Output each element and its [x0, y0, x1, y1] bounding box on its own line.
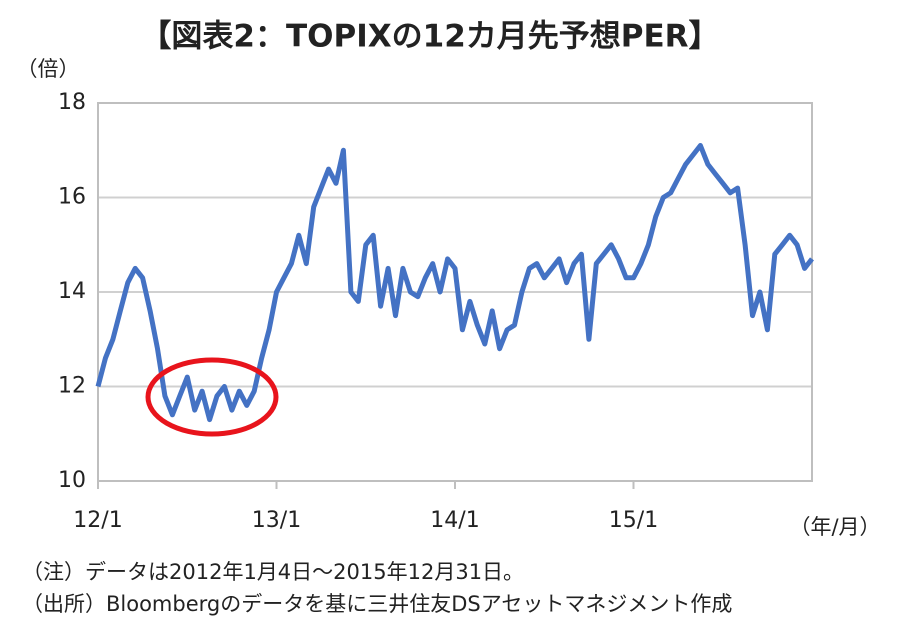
chart-title: 【図表2：TOPIXの12カ月先予想PER】 [140, 19, 719, 55]
x-tick-label: 15/1 [609, 508, 658, 533]
highlight-ellipse [145, 357, 279, 437]
y-tick-label: 16 [58, 185, 86, 210]
x-tick-label: 14/1 [430, 508, 479, 533]
y-tick-label: 12 [58, 374, 86, 399]
y-axis-label: （倍） [17, 57, 80, 81]
y-tick-label: 10 [58, 468, 86, 493]
y-tick-label: 14 [58, 279, 86, 304]
x-axis-label: （年/月） [789, 515, 880, 539]
note: （出所）Bloombergのデータを基に三井住友DSアセットマネジメント作成 [22, 592, 732, 616]
plot: 10 12 14 16 18 12/1 13/1 14/1 15/1 [58, 90, 814, 533]
x-tick-label: 12/1 [73, 508, 122, 533]
note: （注）データは2012年1月4日～2015年12月31日。 [22, 560, 524, 584]
data-line [95, 143, 814, 423]
x-tick-label: 13/1 [252, 508, 301, 533]
y-tick-label: 18 [58, 90, 86, 115]
